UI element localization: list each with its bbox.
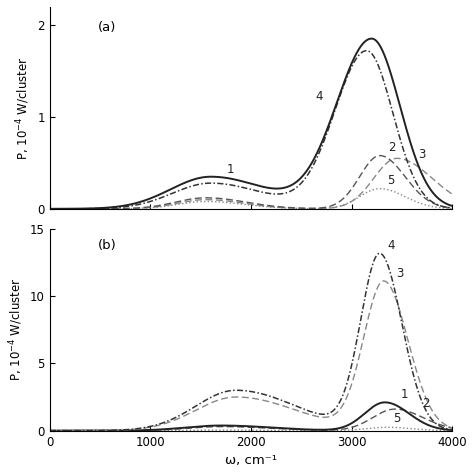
Text: (b): (b) [98,239,117,252]
Y-axis label: P, 10$^{-4}$ W/cluster: P, 10$^{-4}$ W/cluster [7,278,25,382]
Text: 1: 1 [227,163,235,176]
Text: 3: 3 [396,267,404,280]
Text: 5: 5 [387,174,394,187]
Text: 2: 2 [422,398,430,410]
Text: 4: 4 [316,90,323,103]
Y-axis label: P, 10$^{-4}$ W/cluster: P, 10$^{-4}$ W/cluster [14,56,32,160]
Text: 4: 4 [387,238,395,252]
Text: 3: 3 [419,148,426,161]
Text: (a): (a) [98,21,117,34]
Text: 1: 1 [400,388,408,401]
X-axis label: ω, cm⁻¹: ω, cm⁻¹ [225,454,277,467]
Text: 5: 5 [393,411,401,425]
Text: 2: 2 [388,141,396,154]
